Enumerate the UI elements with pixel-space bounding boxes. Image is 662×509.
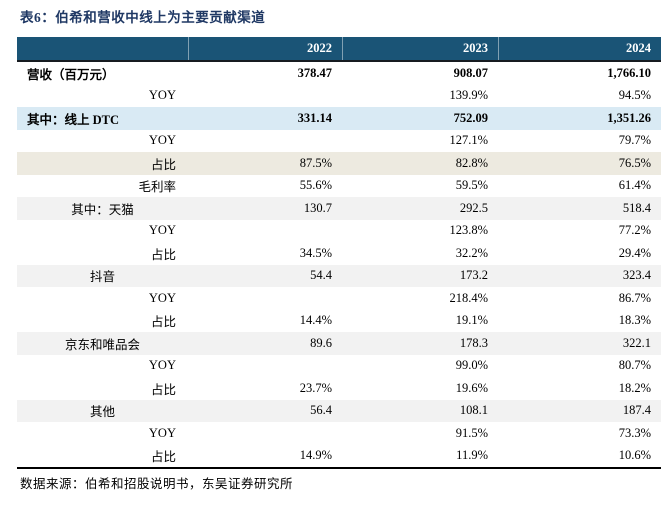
table-row: 占比 23.7% 19.6% 18.2% xyxy=(17,377,661,400)
column-header-2023: 2023 xyxy=(342,37,498,60)
cell-value: 139.9% xyxy=(449,88,488,103)
table-row: YOY 139.9% 94.5% xyxy=(17,85,661,108)
cell-value: 19.6% xyxy=(455,380,488,395)
row-label: 占比 xyxy=(150,157,176,172)
table-row: 占比 87.5% 82.8% 76.5% xyxy=(17,152,661,175)
table-row: YOY 91.5% 73.3% xyxy=(17,422,661,445)
row-label: 其他 xyxy=(89,405,115,420)
column-header-2022: 2022 xyxy=(188,37,342,60)
table-row: 其他 56.4 108.1 187.4 xyxy=(17,399,661,422)
cell-value: 34.5% xyxy=(299,245,332,260)
cell-value: 187.4 xyxy=(622,403,651,418)
row-label: 占比 xyxy=(150,450,176,465)
row-label: 京东和唯品会 xyxy=(64,337,140,352)
table-row: YOY 127.1% 79.7% xyxy=(17,130,661,153)
cell-value: 19.1% xyxy=(455,313,488,328)
cell-value: 378.47 xyxy=(297,65,332,80)
column-header-2024: 2024 xyxy=(498,37,661,60)
cell-value: 752.09 xyxy=(453,110,488,125)
cell-value: 322.1 xyxy=(622,335,651,350)
row-label: 其中：线上 DTC xyxy=(27,112,120,127)
cell-value: 59.5% xyxy=(455,178,488,193)
table-row: 京东和唯品会 89.6 178.3 322.1 xyxy=(17,332,661,355)
cell-value: 94.5% xyxy=(618,88,651,103)
row-label: YOY xyxy=(148,223,176,238)
cell-value: 18.3% xyxy=(618,313,651,328)
row-label: 毛利率 xyxy=(138,180,176,195)
cell-value: 1,351.26 xyxy=(607,110,651,125)
cell-value: 18.2% xyxy=(618,380,651,395)
cell-value: 218.4% xyxy=(449,290,488,305)
cell-value: 130.7 xyxy=(303,200,332,215)
table-row: 抖音 54.4 173.2 323.4 xyxy=(17,264,661,287)
cell-value: 86.7% xyxy=(618,290,651,305)
table-row: 占比 14.4% 19.1% 18.3% xyxy=(17,310,661,333)
cell-value: 91.5% xyxy=(455,425,488,440)
cell-value: 87.5% xyxy=(299,155,332,170)
table-title: 表6：伯希和营收中线上为主要贡献渠道 xyxy=(20,10,266,25)
table-row: 毛利率 55.6% 59.5% 61.4% xyxy=(17,175,661,198)
cell-value: 54.4 xyxy=(310,268,332,283)
column-header-empty xyxy=(17,37,188,60)
table-row: 占比 34.5% 32.2% 29.4% xyxy=(17,242,661,265)
cell-value: 331.14 xyxy=(297,110,332,125)
cell-value: 14.4% xyxy=(299,313,332,328)
row-label: 抖音 xyxy=(89,270,115,285)
cell-value: 77.2% xyxy=(618,223,651,238)
table-row: 其中：线上 DTC 331.14 752.09 1,351.26 xyxy=(17,107,661,130)
data-table: 2022 2023 2024 营收（百万元） 378.47 908.07 1,766.… xyxy=(17,37,661,469)
cell-value: 11.9% xyxy=(456,448,488,463)
cell-value: 1,766.10 xyxy=(607,65,651,80)
row-label: YOY xyxy=(148,425,176,440)
cell-value: 23.7% xyxy=(299,380,332,395)
row-label: YOY xyxy=(148,88,176,103)
cell-value: 32.2% xyxy=(455,245,488,260)
data-source-note: 数据来源：伯希和招股说明书，东吴证券研究所 xyxy=(20,477,294,491)
cell-value: 55.6% xyxy=(299,178,332,193)
cell-value: 123.8% xyxy=(449,223,488,238)
cell-value: 908.07 xyxy=(453,65,488,80)
cell-value: 173.2 xyxy=(459,268,488,283)
cell-value: 89.6 xyxy=(310,335,332,350)
cell-value: 108.1 xyxy=(459,403,488,418)
cell-value: 80.7% xyxy=(618,358,651,373)
cell-value: 61.4% xyxy=(618,178,651,193)
table-row: 占比 14.9% 11.9% 10.6% xyxy=(17,445,661,468)
row-label: YOY xyxy=(148,133,176,148)
cell-value: 178.3 xyxy=(459,335,488,350)
cell-value: 127.1% xyxy=(449,133,488,148)
table-row: YOY 99.0% 80.7% xyxy=(17,355,661,378)
row-label: 占比 xyxy=(150,247,176,262)
cell-value: 518.4 xyxy=(622,200,651,215)
cell-value: 76.5% xyxy=(618,155,651,170)
row-label: 其中：天猫 xyxy=(71,202,134,217)
cell-value: 323.4 xyxy=(622,268,651,283)
cell-value: 10.6% xyxy=(618,448,651,463)
cell-value: 29.4% xyxy=(618,245,651,260)
cell-value: 14.9% xyxy=(299,448,332,463)
row-label: 营收（百万元） xyxy=(27,67,115,82)
table-row: 营收（百万元） 378.47 908.07 1,766.10 xyxy=(17,62,661,85)
cell-value: 82.8% xyxy=(455,155,488,170)
cell-value: 56.4 xyxy=(310,403,332,418)
cell-value: 73.3% xyxy=(618,425,651,440)
table-body: 营收（百万元） 378.47 908.07 1,766.10 YOY 139.9% 94.5… xyxy=(17,62,661,469)
cell-value: 99.0% xyxy=(455,358,488,373)
row-label: 占比 xyxy=(150,315,176,330)
cell-value: 79.7% xyxy=(618,133,651,148)
row-label: YOY xyxy=(148,290,176,305)
cell-value: 292.5 xyxy=(459,200,488,215)
table-header-row: 2022 2023 2024 xyxy=(17,37,661,62)
table-row: YOY 123.8% 77.2% xyxy=(17,220,661,243)
row-label: 占比 xyxy=(150,382,176,397)
row-label: YOY xyxy=(148,358,176,373)
table-row: 其中：天猫 130.7 292.5 518.4 xyxy=(17,197,661,220)
table-row: YOY 218.4% 86.7% xyxy=(17,287,661,310)
